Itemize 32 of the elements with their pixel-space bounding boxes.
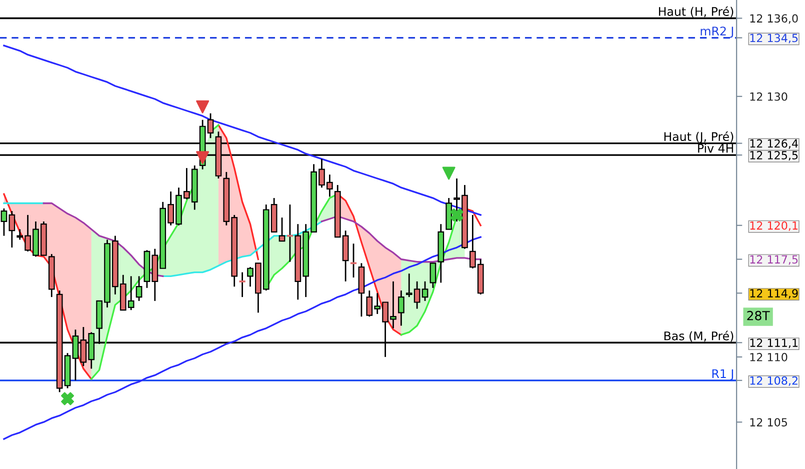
- candlestick: [136, 275, 142, 302]
- line-series: [3, 236, 482, 440]
- y-tick-label: 12 125,5: [750, 151, 798, 161]
- ref-line-label: R1 J: [712, 369, 734, 380]
- y-tick-label: 12 114,9: [750, 289, 798, 299]
- point: [61, 392, 74, 406]
- candlestick: [239, 272, 246, 298]
- y-tick-label: 12 130: [750, 92, 788, 101]
- candlestick: [430, 262, 436, 289]
- y-tick-label: 12 134,5: [750, 34, 798, 44]
- candlestick: [350, 242, 357, 278]
- ref-line-label: Haut (H, Pré): [659, 6, 734, 18]
- ref-line-label: Piv 4H: [698, 144, 734, 153]
- candlestick: [278, 216, 286, 242]
- y-tick-label: 12 120,1: [750, 221, 798, 231]
- y-tick-label: 12 117,5: [750, 255, 798, 265]
- point: [196, 151, 210, 164]
- point: [196, 100, 210, 114]
- ref-line-label: Haut (J, Pré): [664, 131, 734, 144]
- y-tick-label: 12 110: [750, 352, 788, 362]
- y-tick-label: 12 136,0: [750, 14, 798, 24]
- y-tick-label: 12 108,2: [750, 376, 798, 386]
- text: 28T: [747, 310, 770, 320]
- candlestick: [398, 290, 404, 326]
- point: [442, 166, 456, 180]
- y-tick-label: 12 126,4: [750, 139, 798, 149]
- ref-line-label: mR2 J: [700, 26, 734, 38]
- candlestick: [422, 280, 428, 302]
- y-tick-label: 12 105: [750, 418, 787, 426]
- y-tick-label: 12 111,1: [750, 338, 798, 348]
- point: [450, 208, 464, 222]
- ref-line-label: Bas (M, Pré): [664, 330, 734, 342]
